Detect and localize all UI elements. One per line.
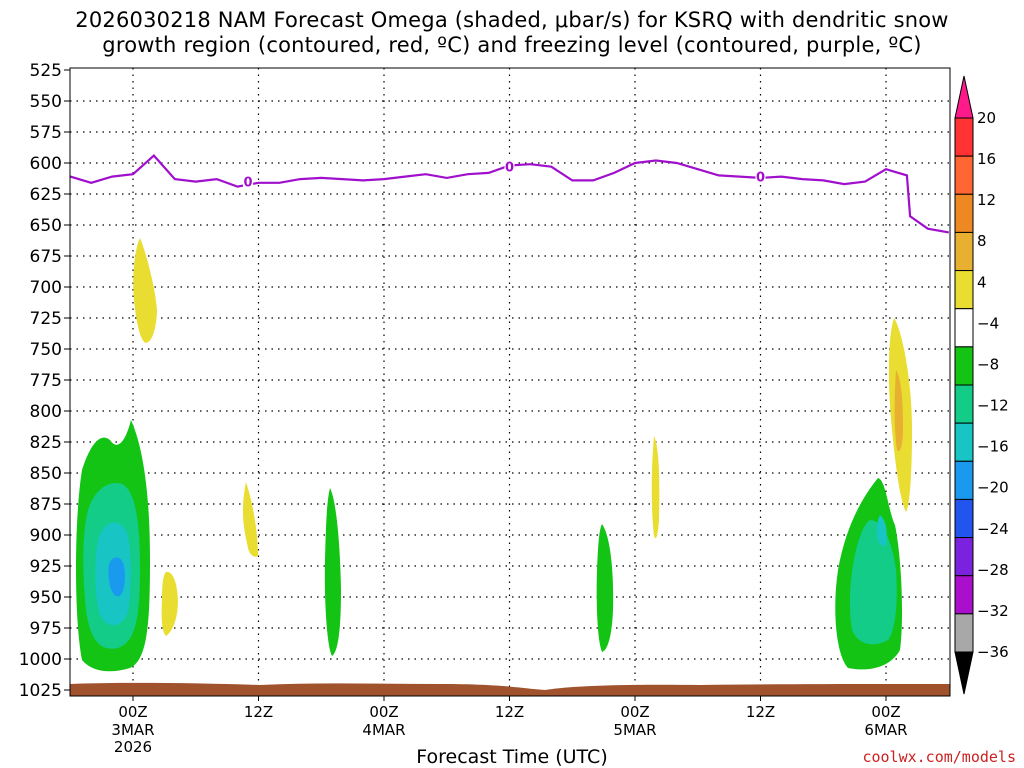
colorbar-label: −20 — [977, 479, 1009, 497]
colorbar-label: −16 — [977, 438, 1009, 456]
y-tick-label: 800 — [30, 402, 62, 422]
y-tick-label: 625 — [30, 185, 62, 205]
y-tick-label: 850 — [30, 464, 62, 484]
colorbar-label: −8 — [977, 355, 999, 373]
x-tick-date: 4MAR — [362, 721, 405, 739]
colorbar: 20 16 12 8 4 −4 −8 −12 −16 −20 −24 −28 −32 −36 — [954, 75, 1009, 695]
colorbar-label: 4 — [977, 273, 987, 291]
omega-region-blue-left — [108, 557, 125, 597]
y-tick-label: 1000 — [19, 650, 62, 670]
x-axis-title: Forecast Time (UTC) — [416, 746, 608, 768]
y-axis: 525 550 575 600 625 650 675 700 725 750 775 800 825 8… — [19, 61, 70, 701]
omega-region-orange-6mar — [894, 370, 903, 452]
freezing-level-line — [70, 154, 949, 234]
chart-title-line1: 2026030218 NAM Forecast Omega (shaded, μ… — [75, 8, 949, 32]
colorbar-label: 8 — [977, 232, 987, 250]
colorbar-label: 16 — [977, 150, 996, 168]
x-tick-date: 3MAR — [111, 721, 154, 739]
freezing-level-label: 0 — [244, 176, 253, 191]
y-tick-label: 550 — [30, 92, 62, 112]
colorbar-box — [954, 270, 974, 310]
x-tick-label: 00Z — [118, 703, 147, 721]
colorbar-box — [954, 575, 974, 615]
colorbar-box — [954, 498, 974, 539]
freezing-level-label: 0 — [756, 171, 765, 186]
colorbar-label: −12 — [977, 397, 1009, 415]
x-tick-label: 12Z — [244, 703, 273, 721]
y-tick-label: 950 — [30, 588, 62, 608]
omega-shading: 0 0 0 — [70, 154, 950, 696]
x-tick-label: 00Z — [369, 703, 398, 721]
freezing-level-labels: 0 0 0 — [243, 158, 766, 191]
freezing-label-bg — [504, 158, 515, 175]
colorbar-box — [954, 193, 974, 233]
y-tick-label: 650 — [30, 216, 62, 236]
freezing-label-bg — [755, 168, 766, 185]
terrain-surface — [70, 682, 950, 696]
chart-title-line2: growth region (contoured, red, ºC) and f… — [102, 33, 922, 57]
freezing-label-bg — [243, 173, 254, 190]
colorbar-label: 12 — [977, 191, 996, 209]
y-tick-label: 575 — [30, 123, 62, 143]
y-tick-label: 1025 — [19, 681, 62, 701]
y-tick-label: 925 — [30, 557, 62, 577]
colorbar-top-tip — [954, 75, 974, 119]
colorbar-box — [954, 613, 974, 653]
y-tick-label: 975 — [30, 619, 62, 639]
omega-region-yellow-5mar — [651, 436, 660, 539]
x-tick-year: 2026 — [114, 738, 152, 756]
omega-region-yellow-low — [161, 571, 178, 636]
x-tick-label: 12Z — [746, 703, 775, 721]
credit-text: coolwx.com/models — [862, 748, 1016, 766]
x-tick-label: 00Z — [620, 703, 649, 721]
x-tick-label: 00Z — [871, 703, 900, 721]
colorbar-box — [954, 537, 974, 577]
y-tick-label: 775 — [30, 371, 62, 391]
colorbar-box — [954, 384, 974, 424]
omega-region-yellow-12z — [242, 482, 258, 557]
colorbar-box — [954, 231, 974, 272]
freezing-level-label: 0 — [505, 161, 514, 176]
y-tick-label: 900 — [30, 526, 62, 546]
y-tick-label: 725 — [30, 309, 62, 329]
omega-region-cyan-6mar — [876, 515, 887, 547]
colorbar-label: 20 — [977, 109, 996, 127]
y-tick-label: 525 — [30, 61, 62, 81]
omega-region-green-20z — [324, 488, 341, 656]
colorbar-bottom-tip — [954, 651, 974, 695]
colorbar-box — [954, 422, 974, 462]
colorbar-box — [954, 155, 974, 195]
colorbar-label: −32 — [977, 602, 1009, 620]
y-tick-label: 825 — [30, 433, 62, 453]
colorbar-box — [954, 460, 974, 500]
colorbar-box — [954, 117, 974, 157]
colorbar-box — [954, 346, 974, 386]
omega-region-teal-6mar — [849, 520, 897, 645]
colorbar-box — [954, 308, 974, 348]
y-tick-label: 875 — [30, 495, 62, 515]
colorbar-label: −24 — [977, 520, 1009, 538]
y-tick-label: 600 — [30, 154, 62, 174]
y-tick-label: 750 — [30, 340, 62, 360]
y-tick-label: 675 — [30, 247, 62, 267]
colorbar-label: −36 — [977, 643, 1009, 661]
x-tick-label: 12Z — [495, 703, 524, 721]
colorbar-label: −4 — [977, 314, 999, 332]
y-tick-label: 700 — [30, 278, 62, 298]
omega-region-green-5mar — [596, 524, 614, 652]
x-tick-date: 6MAR — [864, 721, 907, 739]
colorbar-label: −28 — [977, 561, 1009, 579]
x-tick-date: 5MAR — [613, 721, 656, 739]
omega-region-yellow-upper-left — [133, 238, 157, 343]
